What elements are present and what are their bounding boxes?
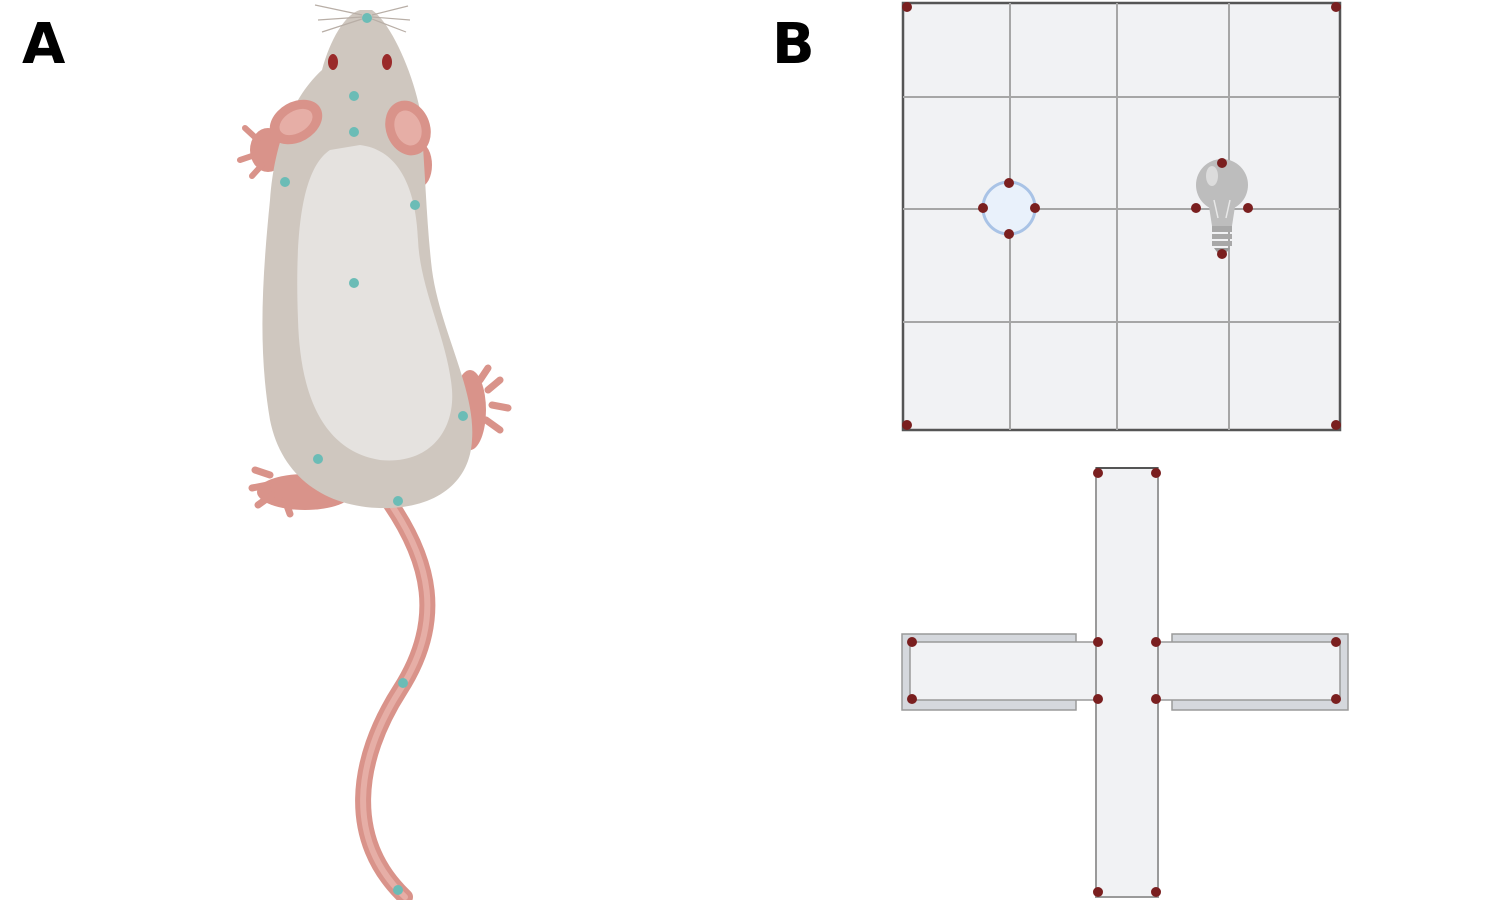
keypoint-object1-top [1004,178,1014,188]
keypoint-right-shoulder [410,200,420,210]
keypoint-top-arm-right [1151,468,1161,478]
keypoint-center-top-right [1151,637,1161,647]
keypoint-center-top-left [1093,637,1103,647]
keypoint-top-arm-left [1093,468,1103,478]
keypoint-body-center [349,278,359,288]
keypoint-corner-top-right [1331,2,1341,12]
rat-left-eye [328,54,338,70]
maze-center [1097,643,1157,699]
light-bulb-icon [1196,159,1248,256]
plus-maze [901,467,1349,898]
keypoint-object1-bottom [1004,229,1014,239]
circular-object-icon [981,180,1037,236]
keypoint-tail-mid [398,678,408,688]
keypoint-corner-bottom-left [902,420,912,430]
keypoint-center-bottom-right [1151,694,1161,704]
keypoint-object2-left [1191,203,1201,213]
rat-whiskers [314,4,411,33]
open-field-arena [901,1,1342,432]
open-field-keypoints [902,2,1341,430]
keypoint-left-arm-bottom [907,694,917,704]
keypoint-tail-tip [393,885,403,895]
keypoint-corner-top-left [902,2,912,12]
rat-right-eye [382,54,392,70]
keypoint-left-shoulder [280,177,290,187]
keypoint-object2-right [1243,203,1253,213]
keypoint-object2-top [1217,158,1227,168]
keypoint-object1-right [1030,203,1040,213]
keypoint-right-hip [458,411,468,421]
rat-belly [297,145,453,461]
keypoint-object2-bottom [1217,249,1227,259]
rat-illustration [237,4,512,900]
keypoint-neck [349,127,359,137]
open-field-grid [903,3,1340,430]
keypoint-head [349,91,359,101]
keypoint-tail-base [393,496,403,506]
rat-keypoints [280,13,468,895]
keypoint-center-bottom-left [1093,694,1103,704]
keypoint-right-arm-top [1331,637,1341,647]
panel-label-b: B [772,12,815,77]
keypoint-object1-left [978,203,988,213]
keypoint-bottom-arm-right [1151,887,1161,897]
panel-label-a: A [22,12,66,77]
keypoint-left-arm-top [907,637,917,647]
keypoint-left-hip [313,454,323,464]
keypoint-right-arm-bottom [1331,694,1341,704]
keypoint-nose [362,13,372,23]
keypoint-corner-bottom-right [1331,420,1341,430]
plus-maze-keypoints [907,468,1341,897]
keypoint-bottom-arm-left [1093,887,1103,897]
open-field-floor [901,1,1342,432]
